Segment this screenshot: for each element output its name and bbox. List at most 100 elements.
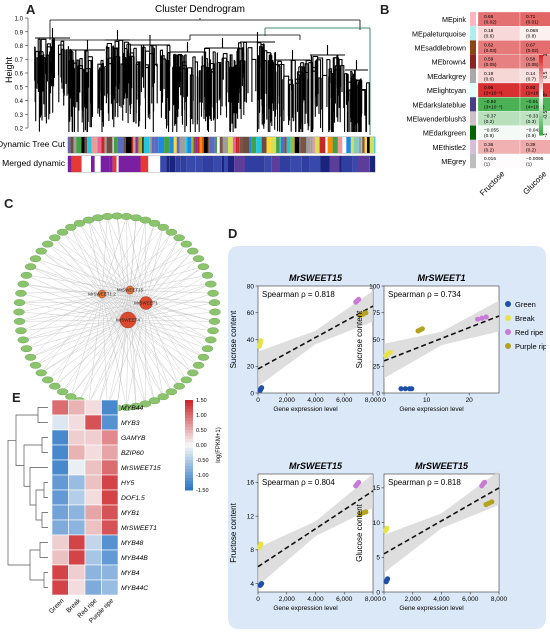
correlation-value: 0.66: [484, 14, 494, 20]
scale-step: [539, 124, 543, 128]
tree-cut-segment: [169, 137, 174, 153]
merged-segment: [81, 156, 91, 172]
expression-cell: [51, 489, 69, 506]
legend-swatch: [505, 315, 511, 321]
scale-step: [539, 81, 543, 85]
network-node: [29, 255, 42, 263]
network-edge: [41, 250, 147, 304]
correlation-pvalue: (0.02): [526, 48, 539, 54]
legend-label: Purple ripe: [515, 342, 546, 351]
tree-cut-segment: [125, 137, 132, 153]
expression-cell: [101, 504, 119, 521]
merged-segment: [204, 156, 214, 172]
expression-scale-step: [185, 472, 193, 476]
correlation-value: −0.91: [526, 99, 538, 105]
expression-scale-step: [185, 439, 193, 443]
merged-segment: [140, 156, 149, 172]
dendrogram-cluster: [34, 28, 72, 132]
network-edge: [18, 289, 131, 313]
tree-cut-segment: [101, 137, 105, 153]
tree-cut-segment: [106, 137, 113, 153]
tree-cut-segment: [68, 137, 71, 153]
x-tick-label: 6,000: [336, 397, 353, 404]
network-node: [15, 327, 27, 335]
expression-cell: [101, 519, 119, 536]
module-color-swatch: [470, 154, 476, 169]
merged-segment: [245, 156, 256, 172]
network-edge: [54, 237, 129, 321]
correlation-value: 0.19: [484, 71, 494, 77]
network-edge: [145, 302, 204, 358]
hub-gene-label: MrSWEET4: [116, 318, 140, 323]
expression-cell: [68, 579, 86, 596]
tree-cut-segment: [325, 137, 328, 153]
network-node: [13, 299, 26, 307]
scale-step: [539, 113, 543, 117]
expression-cell: [51, 564, 69, 581]
network-edge: [30, 266, 129, 321]
merged-segment: [264, 156, 272, 172]
network-node: [56, 228, 69, 236]
scale-step: [539, 103, 543, 107]
network-edge: [107, 216, 129, 321]
expression-cell: [101, 399, 119, 416]
tree-cut-segment: [315, 137, 320, 153]
dendrogram-y-axis: 1.0 0.9 0.8 0.7 0.6 0.5 0.4 0.3 0.2: [15, 17, 29, 133]
data-point: [258, 338, 264, 344]
scale-step: [539, 111, 543, 115]
network-edge: [127, 319, 137, 407]
network-edge: [101, 237, 180, 295]
tree-cut-segment: [202, 137, 204, 153]
tree-cut-segment: [235, 137, 238, 153]
tree-cut-segment: [151, 137, 155, 153]
scale-step: [539, 89, 543, 93]
network-edge: [101, 216, 127, 295]
legend-label: Green: [515, 300, 536, 309]
merged-segment: [221, 156, 224, 172]
expression-scale-step: [185, 421, 193, 425]
network-node: [205, 336, 217, 344]
network-node: [209, 308, 221, 316]
network-node: [56, 388, 69, 396]
correlation-value: 0.068: [526, 28, 538, 34]
tree-cut-segment: [199, 137, 203, 153]
merged-segment: [160, 156, 167, 172]
x-tick-label: 20: [466, 397, 474, 404]
network-edge: [19, 302, 147, 322]
network-edge: [23, 283, 129, 321]
network-edge: [145, 302, 211, 341]
gene-label: BZIP60: [121, 450, 144, 457]
correlation-pvalue: (0.6): [484, 34, 494, 40]
scale-step: [539, 55, 543, 59]
scatter-ylabel: Fructose content: [229, 502, 238, 562]
dendrogram-y-tick-label: 0.9: [15, 30, 24, 36]
tree-cut-segment: [113, 137, 118, 153]
network-node: [148, 219, 161, 227]
network-edge: [127, 250, 193, 321]
network-edge: [97, 319, 129, 407]
network-node: [165, 388, 178, 396]
gene-label: MYB3: [121, 420, 140, 427]
expression-color-scale: 1.50 1.00 0.50 0.00 -0.50 -1.00 -1.50 log(FPKM+…: [185, 398, 222, 494]
legend-swatch: [505, 329, 511, 335]
network-edge: [116, 319, 129, 409]
expression-scale-step: [185, 487, 193, 491]
dendrogram-tree: [34, 18, 371, 135]
tree-cut-segment: [185, 137, 188, 153]
dendrogram-cluster: [203, 38, 243, 132]
module-name: MEsaddlebrown: [414, 44, 466, 53]
merged-segment: [100, 156, 110, 172]
scatter-plot: MrSWEET15 Spearman ρ = 0.818 Glucose conte…: [355, 461, 508, 612]
cluster-dendrogram-panel: Cluster Dendrogram Height 1.0 0.9 0.8 0.7 0.…: [0, 4, 376, 173]
tree-cut-segment: [342, 137, 347, 153]
expression-cell: [84, 429, 102, 446]
tree-cut-segment: [84, 137, 88, 153]
network-edge: [88, 302, 147, 404]
correlation-pvalue: (0.05): [526, 62, 539, 68]
y-tick-label: 0: [376, 589, 380, 596]
tree-cut-segment: [134, 137, 136, 153]
confidence-band: [384, 470, 499, 573]
network-edge: [101, 293, 127, 408]
tree-cut-segment: [261, 137, 267, 153]
